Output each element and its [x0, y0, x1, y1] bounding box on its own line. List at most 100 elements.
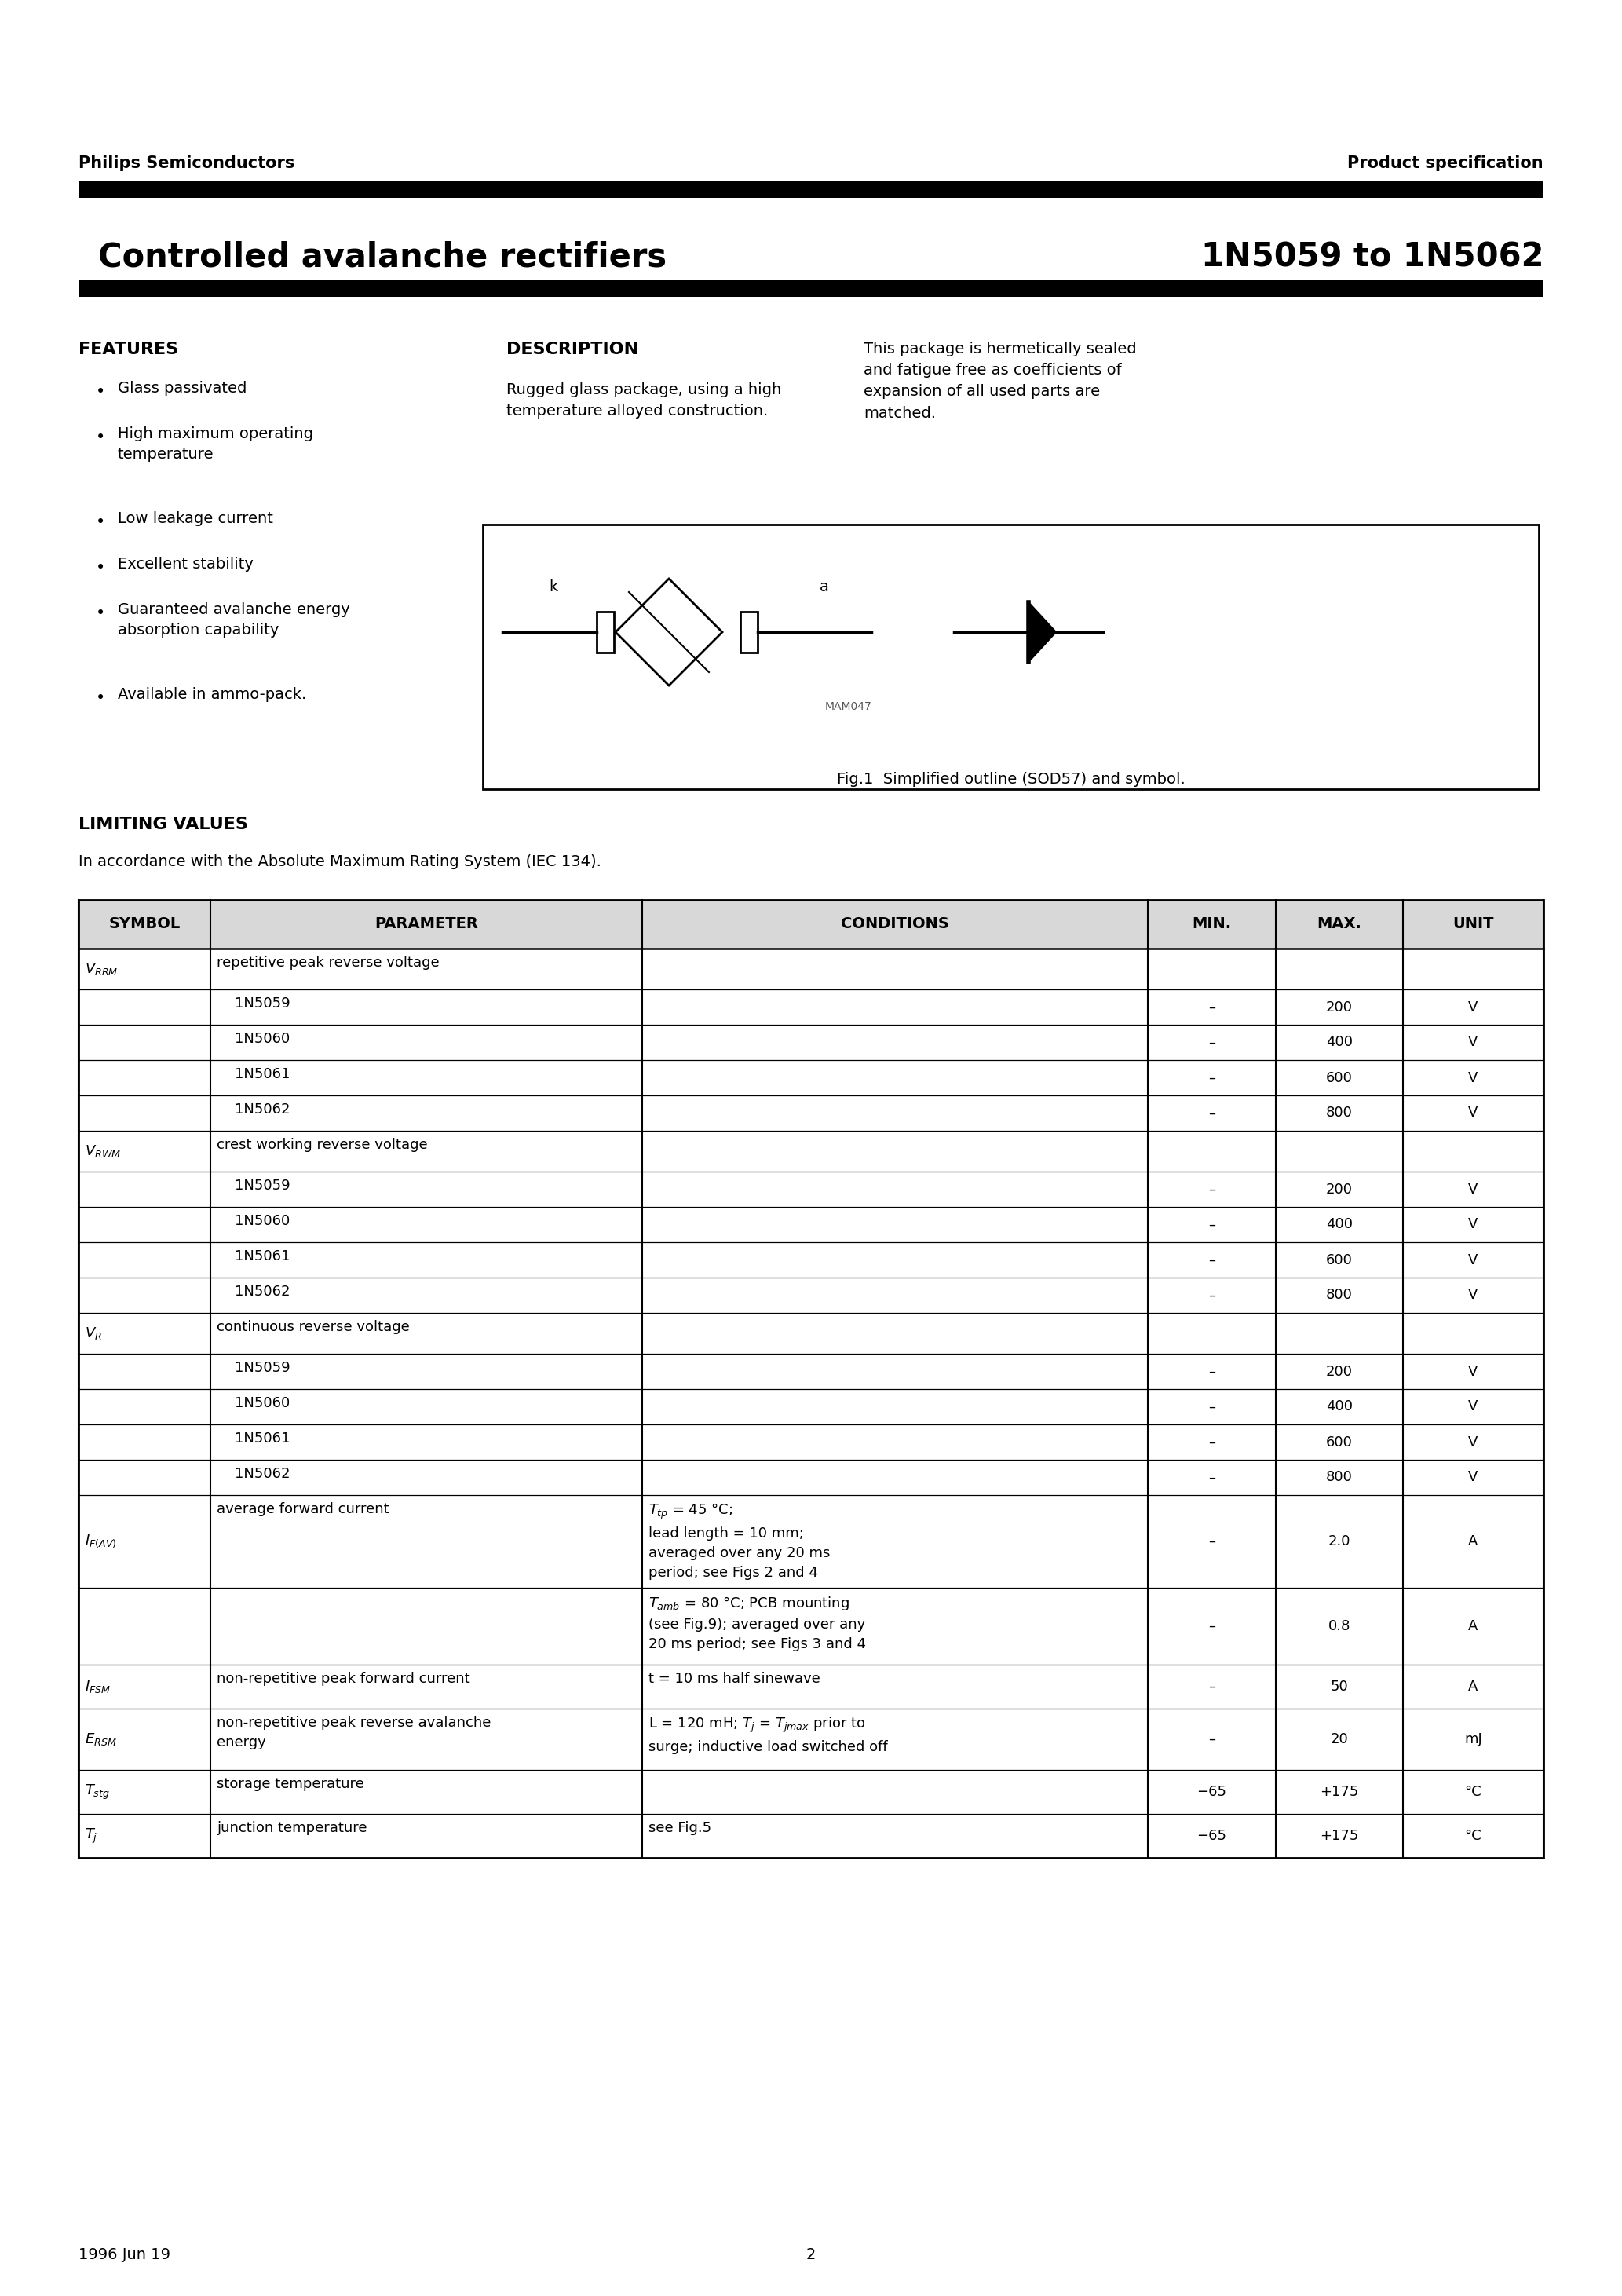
Text: CONDITIONS: CONDITIONS [842, 916, 949, 932]
Text: 1N5059 to 1N5062: 1N5059 to 1N5062 [1200, 241, 1544, 273]
Text: $T_j$: $T_j$ [84, 1828, 97, 1846]
Text: $T_{amb}$ = 80 °C; PCB mounting
(see Fig.9); averaged over any
20 ms period; see: $T_{amb}$ = 80 °C; PCB mounting (see Fig… [649, 1596, 866, 1651]
Text: SYMBOL: SYMBOL [109, 916, 180, 932]
Text: Guaranteed avalanche energy
absorption capability: Guaranteed avalanche energy absorption c… [118, 602, 350, 638]
Text: Available in ammo-pack.: Available in ammo-pack. [118, 687, 307, 703]
Text: •: • [96, 514, 105, 530]
Text: $V_{R}$: $V_{R}$ [84, 1325, 102, 1341]
Text: Rugged glass package, using a high
temperature alloyed construction.: Rugged glass package, using a high tempe… [506, 383, 782, 418]
Text: –: – [1208, 1681, 1215, 1694]
Text: High maximum operating
temperature: High maximum operating temperature [118, 427, 313, 461]
Text: 600: 600 [1325, 1435, 1353, 1449]
Bar [483, 523, 1539, 790]
Text: +175: +175 [1320, 1784, 1359, 1800]
Text: $I_{FSM}$: $I_{FSM}$ [84, 1678, 110, 1694]
Polygon shape [615, 579, 722, 687]
Text: UNIT: UNIT [1453, 916, 1494, 932]
Text: 800: 800 [1325, 1469, 1353, 1486]
Text: Product specification: Product specification [1348, 156, 1544, 172]
Text: MAX.: MAX. [1317, 916, 1361, 932]
Text: 1N5062: 1N5062 [217, 1467, 290, 1481]
Text: FEATURES: FEATURES [78, 342, 178, 358]
Text: repetitive peak reverse voltage: repetitive peak reverse voltage [217, 955, 440, 969]
Text: see Fig.5: see Fig.5 [649, 1821, 712, 1835]
Text: V: V [1468, 1401, 1478, 1414]
Text: –: – [1208, 1534, 1215, 1548]
Text: storage temperature: storage temperature [217, 1777, 363, 1791]
Text: 1N5060: 1N5060 [217, 1215, 290, 1228]
Bar [597, 611, 615, 652]
Text: 2: 2 [806, 2248, 816, 2262]
Text: DESCRIPTION: DESCRIPTION [506, 342, 639, 358]
Bar [78, 900, 1544, 1857]
Text: 1N5062: 1N5062 [217, 1286, 290, 1300]
Text: 1N5060: 1N5060 [217, 1396, 290, 1410]
Text: A: A [1468, 1681, 1478, 1694]
Text: V: V [1468, 1001, 1478, 1015]
Text: V: V [1468, 1288, 1478, 1302]
Text: continuous reverse voltage: continuous reverse voltage [217, 1320, 410, 1334]
Text: $V_{RRM}$: $V_{RRM}$ [84, 962, 118, 976]
Text: Low leakage current: Low leakage current [118, 512, 272, 526]
Text: 1N5061: 1N5061 [217, 1249, 290, 1263]
Text: Controlled avalanche rectifiers: Controlled avalanche rectifiers [99, 241, 667, 273]
Text: Philips Semiconductors: Philips Semiconductors [78, 156, 295, 172]
Text: MIN.: MIN. [1192, 916, 1231, 932]
Text: $V_{RWM}$: $V_{RWM}$ [84, 1143, 122, 1159]
Text: –: – [1208, 1401, 1215, 1414]
Text: 20: 20 [1330, 1731, 1348, 1747]
Text: 1996 Jun 19: 1996 Jun 19 [78, 2248, 170, 2262]
Text: V: V [1468, 1182, 1478, 1196]
Text: 200: 200 [1325, 1182, 1353, 1196]
Text: Excellent stability: Excellent stability [118, 556, 253, 572]
Text: $T_{tp}$ = 45 °C;
lead length = 10 mm;
averaged over any 20 ms
period; see Figs : $T_{tp}$ = 45 °C; lead length = 10 mm; a… [649, 1502, 830, 1580]
Text: 200: 200 [1325, 1364, 1353, 1378]
Text: 400: 400 [1325, 1217, 1353, 1231]
Text: •: • [96, 560, 105, 576]
Text: $E_{RSM}$: $E_{RSM}$ [84, 1731, 117, 1747]
Text: a: a [819, 579, 829, 595]
Text: −65: −65 [1197, 1784, 1226, 1800]
Text: MAM047: MAM047 [824, 700, 871, 712]
Text: •: • [96, 429, 105, 445]
Text: 1N5059: 1N5059 [217, 1362, 290, 1375]
Text: V: V [1468, 1435, 1478, 1449]
Text: 400: 400 [1325, 1401, 1353, 1414]
Bar [78, 900, 1544, 948]
Text: A: A [1468, 1534, 1478, 1548]
Text: V: V [1468, 1035, 1478, 1049]
Text: 600: 600 [1325, 1254, 1353, 1267]
Text: 50: 50 [1330, 1681, 1348, 1694]
Text: 1N5060: 1N5060 [217, 1031, 290, 1047]
Text: Fig.1  Simplified outline (SOD57) and symbol.: Fig.1 Simplified outline (SOD57) and sym… [837, 771, 1186, 788]
Text: V: V [1468, 1070, 1478, 1084]
Text: •: • [96, 383, 105, 400]
Text: V: V [1468, 1107, 1478, 1120]
Text: •: • [96, 606, 105, 622]
Text: –: – [1208, 1288, 1215, 1302]
Text: –: – [1208, 1254, 1215, 1267]
Text: V: V [1468, 1254, 1478, 1267]
Text: 1N5059: 1N5059 [217, 996, 290, 1010]
Text: mJ: mJ [1465, 1731, 1483, 1747]
Text: V: V [1468, 1217, 1478, 1231]
Text: –: – [1208, 1217, 1215, 1231]
Text: LIMITING VALUES: LIMITING VALUES [78, 817, 248, 833]
Text: 800: 800 [1325, 1288, 1353, 1302]
Text: 400: 400 [1325, 1035, 1353, 1049]
Text: +175: +175 [1320, 1830, 1359, 1844]
Text: 0.8: 0.8 [1328, 1619, 1350, 1632]
Text: k: k [550, 579, 558, 595]
Text: 2.0: 2.0 [1328, 1534, 1350, 1548]
Text: 1N5061: 1N5061 [217, 1068, 290, 1081]
Text: $T_{stg}$: $T_{stg}$ [84, 1782, 110, 1800]
Text: −65: −65 [1197, 1830, 1226, 1844]
Text: –: – [1208, 1731, 1215, 1747]
Text: 800: 800 [1325, 1107, 1353, 1120]
Text: 200: 200 [1325, 1001, 1353, 1015]
Text: average forward current: average forward current [217, 1502, 389, 1515]
Text: –: – [1208, 1364, 1215, 1378]
Text: A: A [1468, 1619, 1478, 1632]
Text: –: – [1208, 1001, 1215, 1015]
Text: °C: °C [1465, 1830, 1481, 1844]
